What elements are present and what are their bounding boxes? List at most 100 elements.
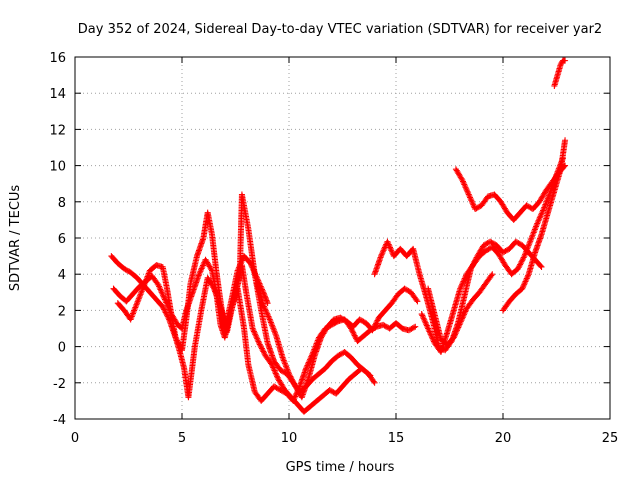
data-point: [385, 241, 392, 248]
data-point: [278, 387, 285, 394]
data-point: [460, 312, 467, 319]
data-point: [288, 374, 295, 381]
data-point: [484, 246, 491, 253]
data-point: [502, 248, 509, 255]
data-point: [371, 323, 378, 330]
data-point: [287, 373, 294, 380]
data-point: [264, 310, 271, 317]
data-point: [466, 193, 473, 200]
data-point: [288, 376, 295, 383]
data-point: [489, 271, 496, 278]
data-point: [274, 373, 281, 380]
data-point: [359, 317, 366, 324]
series-track-11: [551, 57, 569, 89]
data-point: [263, 309, 270, 316]
data-point: [303, 365, 310, 372]
data-point: [483, 240, 490, 247]
data-point: [459, 279, 466, 286]
data-point: [418, 311, 425, 318]
data-point: [425, 325, 432, 332]
data-point: [413, 297, 420, 304]
data-point: [491, 240, 498, 247]
data-point: [276, 386, 283, 393]
y-tick-label: 14: [49, 87, 66, 102]
data-point: [461, 182, 468, 189]
data-point: [467, 195, 474, 202]
data-point: [350, 329, 357, 336]
data-point: [467, 194, 474, 201]
data-point: [562, 162, 569, 169]
data-point: [388, 248, 395, 255]
data-point: [519, 285, 526, 292]
data-point: [262, 306, 269, 313]
data-point: [488, 272, 495, 279]
data-point: [198, 266, 205, 273]
data-point: [351, 332, 358, 339]
data-point: [459, 178, 466, 185]
data-point: [404, 287, 411, 294]
data-point: [350, 331, 357, 338]
data-point: [255, 338, 262, 345]
y-tick-label: 8: [58, 196, 66, 211]
data-point: [369, 327, 376, 334]
data-point: [252, 331, 259, 338]
data-point: [519, 284, 526, 291]
data-point: [250, 328, 257, 335]
data-point: [525, 272, 532, 279]
data-point: [473, 205, 480, 212]
data-point: [262, 307, 269, 314]
data-point: [335, 352, 342, 359]
data-point: [260, 303, 267, 310]
data-point: [476, 203, 483, 210]
y-tick-label: 12: [49, 123, 66, 138]
data-point: [370, 324, 377, 331]
data-point: [463, 187, 470, 194]
data-point: [159, 292, 166, 299]
data-point: [427, 331, 434, 338]
data-point: [379, 248, 386, 255]
data-point: [521, 279, 528, 286]
data-point: [252, 332, 259, 339]
data-point: [459, 315, 466, 322]
data-point: [464, 188, 471, 195]
data-point: [482, 247, 489, 254]
data-point: [424, 324, 431, 331]
data-point: [487, 238, 494, 245]
data-point: [259, 347, 266, 354]
data-point: [381, 245, 388, 252]
data-point: [357, 317, 364, 324]
data-point: [198, 265, 205, 272]
data-point: [409, 325, 416, 332]
data-point: [254, 335, 261, 342]
chart-title: Day 352 of 2024, Sidereal Day-to-day VTE…: [78, 22, 602, 37]
plot-frame: [74, 56, 611, 420]
data-point: [196, 271, 203, 278]
data-point: [290, 380, 297, 387]
data-point: [337, 351, 344, 358]
data-point: [270, 366, 277, 373]
data-point: [387, 244, 394, 251]
data-point: [388, 247, 395, 254]
data-point: [524, 274, 531, 281]
data-point: [165, 315, 172, 322]
data-point: [430, 337, 437, 344]
data-point: [455, 322, 462, 329]
data-point: [461, 311, 468, 318]
x-tick-label: 15: [388, 431, 405, 446]
data-point: [451, 333, 458, 340]
y-tick-label: 16: [49, 51, 66, 66]
data-point: [254, 337, 261, 344]
data-point: [523, 276, 530, 283]
data-point: [273, 384, 280, 391]
data-point: [450, 334, 457, 341]
data-point: [405, 327, 412, 334]
data-point: [278, 367, 285, 374]
data-point: [373, 320, 380, 327]
data-point: [336, 351, 343, 358]
data-point: [485, 246, 492, 253]
data-point: [286, 370, 292, 377]
data-point: [457, 285, 464, 292]
data-point: [274, 385, 281, 392]
data-point: [457, 320, 464, 327]
data-point: [250, 326, 257, 333]
